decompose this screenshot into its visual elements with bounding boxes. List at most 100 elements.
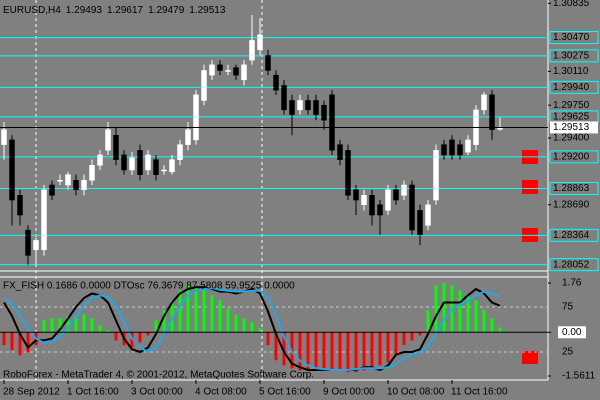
histogram-bar <box>154 320 158 333</box>
level-label: 1.28863 <box>553 183 590 194</box>
candle-body <box>481 94 487 111</box>
candle-body <box>313 100 319 115</box>
y-tick-label: 1.29750 <box>553 100 590 111</box>
candle-body <box>209 64 215 76</box>
histogram-bar <box>74 318 78 333</box>
candle-body <box>201 70 207 101</box>
x-tick-label: 10 Oct 08:00 <box>387 387 445 398</box>
candle-body <box>1 129 7 145</box>
histogram-bar <box>338 332 342 371</box>
candle-body <box>441 144 447 156</box>
y-tick-label: 0.00 <box>562 327 582 338</box>
histogram-bar <box>210 295 214 333</box>
histogram-bar <box>442 283 446 333</box>
histogram-bar <box>410 332 414 341</box>
candle-body <box>457 144 463 156</box>
x-tick-label: 5 Oct 16:00 <box>259 387 311 398</box>
candle-body <box>233 67 239 76</box>
histogram-bar <box>298 332 302 371</box>
histogram-bar <box>426 310 430 333</box>
candle-body <box>489 94 495 130</box>
signal-marker <box>522 180 538 194</box>
candle-body <box>361 195 367 205</box>
level-label-box <box>549 80 599 94</box>
candle-body <box>33 240 39 251</box>
candle-body <box>417 210 423 236</box>
y2-tick-label: 75 <box>562 302 574 313</box>
histogram-bar <box>58 318 62 333</box>
last-high: 1.29617 <box>107 5 144 16</box>
histogram-bar <box>90 318 94 333</box>
histogram-bar <box>434 285 438 333</box>
candle-body <box>353 189 359 201</box>
level-label: 1.29625 <box>553 112 590 123</box>
histogram-bar <box>258 328 262 333</box>
candle-body <box>113 134 119 160</box>
histogram-bar <box>114 332 118 341</box>
histogram-bar <box>322 332 326 369</box>
candle-body <box>9 139 15 201</box>
histogram-bar <box>98 325 102 333</box>
level-label-box <box>549 258 599 272</box>
histogram-bar <box>274 332 278 361</box>
histogram-bar <box>202 290 206 333</box>
candle-body <box>281 85 287 111</box>
candle-body <box>425 204 431 226</box>
histogram-bar <box>26 332 30 353</box>
y-tick-label: 1.76 <box>562 278 582 289</box>
x-tick-label: 9 Oct 00:00 <box>323 387 375 398</box>
last-open: 1.29493 <box>66 5 103 16</box>
candle-body <box>129 157 135 171</box>
level-label-box <box>549 181 599 195</box>
candle-body <box>257 34 263 51</box>
histogram-bar <box>186 285 190 333</box>
y-tick-label: 1.30835 <box>553 0 590 9</box>
candle-body <box>305 100 311 111</box>
candle-body <box>105 129 111 151</box>
candle-body <box>465 139 471 153</box>
level-label: 1.29200 <box>553 151 590 162</box>
candle-body <box>97 154 103 166</box>
status-text: RoboForex - MetaTrader 4, © 2001-2012, M… <box>3 370 314 381</box>
y-tick-label: 1.29400 <box>553 133 590 144</box>
candle-body <box>265 55 271 71</box>
zero-label-box <box>558 326 586 339</box>
symbol: EURUSD,H4 <box>3 5 61 16</box>
candle-body <box>393 189 399 201</box>
histogram-bar <box>266 332 270 346</box>
histogram-bar <box>474 300 478 333</box>
candle-body <box>321 104 327 121</box>
histogram-bar <box>458 290 462 333</box>
histogram-bar <box>306 332 310 371</box>
candle-body <box>433 150 439 201</box>
candle-body <box>193 94 199 141</box>
histogram-bar <box>498 327 502 333</box>
last-close: 1.29513 <box>189 5 226 16</box>
candle-body <box>401 184 407 196</box>
level-label-box <box>549 49 599 63</box>
histogram-bar <box>314 332 318 369</box>
candle-body <box>289 100 295 115</box>
histogram-bar <box>394 332 398 356</box>
current-price-label: 1.29513 <box>553 122 590 133</box>
histogram-bar <box>386 332 390 363</box>
y-tick-label: -1.5611 <box>562 371 596 382</box>
x-tick-label: 28 Sep 2012 <box>3 387 60 398</box>
histogram-bar <box>482 310 486 333</box>
histogram-bar <box>242 318 246 333</box>
histogram-bar <box>402 332 406 346</box>
candle-body <box>41 189 47 251</box>
indicator-line <box>3 287 501 372</box>
candle-body <box>49 184 55 196</box>
indicator-line <box>3 286 501 372</box>
level-label: 1.30470 <box>553 32 590 43</box>
candle-body <box>89 165 95 181</box>
candle-body <box>185 129 191 145</box>
histogram-bar <box>330 332 334 371</box>
candle-body <box>369 195 375 216</box>
histogram-bar <box>162 310 166 333</box>
candle-body <box>153 159 159 175</box>
candle-body <box>409 184 415 231</box>
histogram-bar <box>346 332 350 373</box>
